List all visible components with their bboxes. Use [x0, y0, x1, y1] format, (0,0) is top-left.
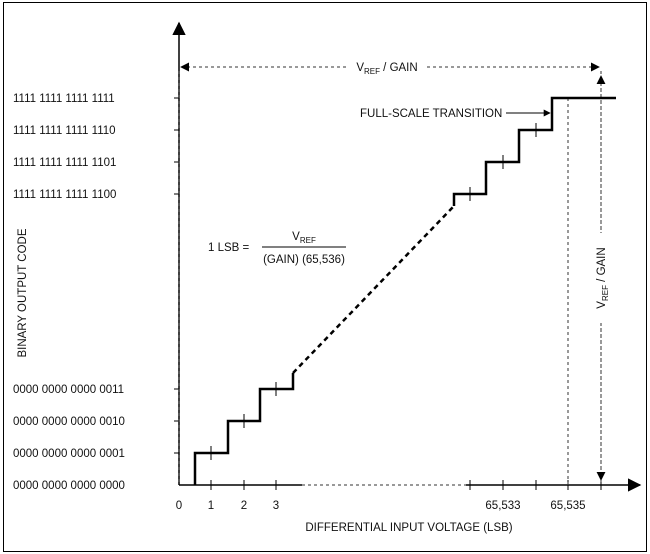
y-code-label: 1111 1111 1111 1111: [13, 93, 115, 105]
lsb-formula-lhs: 1 LSB =: [208, 242, 250, 254]
y-code-label: 0000 0000 0000 0001: [13, 448, 125, 460]
x-tick-label: 65,535: [550, 500, 585, 512]
lsb-formula-denominator: (GAIN) (65,536): [263, 254, 345, 266]
y-axis-title: BINARY OUTPUT CODE: [17, 228, 29, 357]
full-scale-label: FULL-SCALE TRANSITION: [360, 108, 502, 120]
vertical-span-label-bg: [593, 233, 609, 323]
transfer-dashed-bridge: [292, 205, 455, 374]
x-tick-label: 2: [241, 500, 247, 512]
x-tick-label: 3: [273, 500, 279, 512]
span-label: VREF / GAIN: [356, 62, 417, 76]
lsb-formula-numerator: VREF: [292, 231, 316, 245]
vertical-span-label: VREF / GAIN: [596, 247, 610, 308]
span-label-bg: [349, 59, 425, 75]
transfer-staircase-upper: [452, 96, 616, 206]
y-code-label: 1111 1111 1111 1100: [13, 189, 116, 201]
y-code-label: 0000 0000 0000 0010: [13, 416, 125, 428]
x-tick-label: 65,533: [485, 500, 520, 512]
diagram-frame: BINARY OUTPUT CODE 1111 1111 1111 1111 1…: [3, 2, 647, 552]
y-code-label: 1111 1111 1111 1110: [13, 125, 116, 137]
y-code-label: 0000 0000 0000 0011: [13, 384, 124, 396]
x-tick-label: 0: [176, 500, 182, 512]
transfer-staircase-lower: [193, 373, 295, 485]
x-axis-title: DIFFERENTIAL INPUT VOLTAGE (LSB): [305, 522, 512, 534]
y-code-label: 0000 0000 0000 0000: [13, 480, 125, 492]
y-code-label: 1111 1111 1111 1101: [13, 157, 116, 169]
adc-transfer-function-diagram: BINARY OUTPUT CODE 1111 1111 1111 1111 1…: [13, 21, 642, 534]
x-tick-label: 1: [208, 500, 214, 512]
